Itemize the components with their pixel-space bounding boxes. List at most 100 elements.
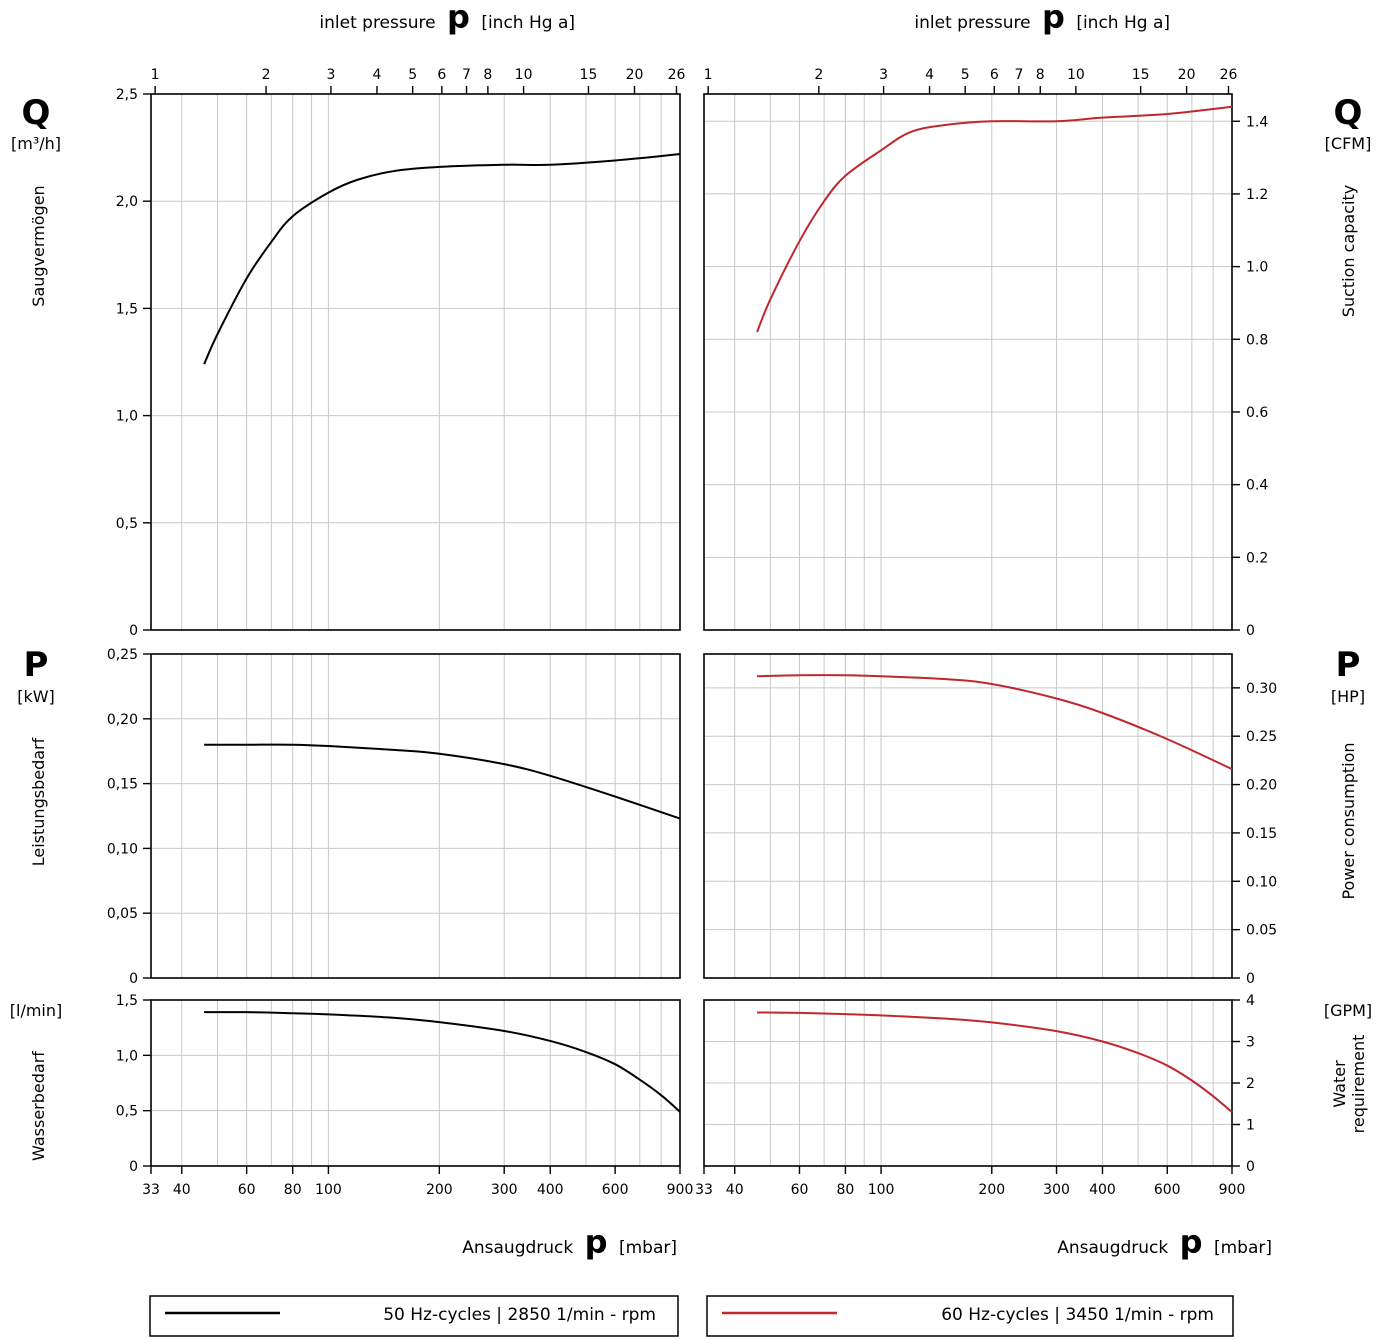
bottom-axis-unit: [mbar] [619,1238,677,1258]
left-w-unit: [l/min] [10,1001,63,1020]
top-tick-label: 6 [990,67,999,83]
y-tick-label: 3 [1246,1035,1255,1051]
bottom-axis-prefix: Ansaugdruck [462,1238,573,1258]
series-line-suction-60hz [756,105,1233,333]
top-tick-label: 8 [483,67,492,83]
y-tick-label: 2 [1246,1076,1255,1092]
y-tick-label: 1,5 [116,301,138,317]
left-p-name: Leistungsbedarf [29,737,48,866]
y-tick-label: 1,5 [116,993,138,1009]
y-tick-label: 0.15 [1246,826,1277,842]
bottom-tick-label: 100 [315,1182,342,1198]
top-axis-unit: [inch Hg a] [1076,13,1170,33]
y-tick-label: 0,25 [107,647,138,663]
series-line-suction-50hz [203,153,681,365]
top-tick-label: 10 [1067,67,1085,83]
y-tick-label: 2,0 [116,194,138,210]
right-w-unit: [GPM] [1324,1001,1372,1020]
panel-water-50hz: 0 0,5 1,0 1,5 33 40 60 80 100 200 300 400 600 900 [116,993,694,1198]
bottom-axis-prefix: Ansaugdruck [1057,1238,1168,1258]
top-tick-label: 2 [262,67,271,83]
bottom-tick-label: 33 [142,1182,160,1198]
legend-60hz: 60 Hz-cycles | 3450 1/min - rpm [706,1295,1234,1337]
series-line-water-60hz [757,1011,1233,1113]
y-tick-label: 0,5 [116,1104,138,1120]
bottom-tick-label: 200 [426,1182,453,1198]
top-axis-unit: [inch Hg a] [481,13,575,33]
bottom-axis-title-left: Ansaugdruck p [mbar] [462,1223,677,1261]
y-tick-label: 0.30 [1246,681,1277,697]
panel-water-60hz: 0 1 2 3 4 33 40 60 80 100 200 300 400 600 900 [695,993,1255,1198]
bottom-tick-label: 900 [667,1182,694,1198]
y-tick-label: 0 [1246,1159,1255,1175]
y-tick-label: 0.2 [1246,550,1268,566]
left-w-name: Wasserbedarf [29,1051,48,1161]
top-axis-prefix: inlet pressure [914,13,1030,33]
top-tick-label: 3 [879,67,888,83]
top-tick-label: 8 [1036,67,1045,83]
legend-50hz-label: 50 Hz-cycles | 2850 1/min - rpm [383,1305,656,1325]
top-axis-title-right: inlet pressure p [inch Hg a] [914,0,1170,36]
y-tick-label: 0.05 [1246,923,1277,939]
bottom-axis-symbol: p [585,1223,608,1261]
right-q-unit: [CFM] [1325,134,1372,153]
y-tick-label: 0 [1246,623,1255,639]
top-tick-label: 1 [151,67,160,83]
y-tick-label: 0.4 [1246,478,1268,494]
panel-suction-50hz: 0 0,5 1,0 1,5 2,0 2,5 1 2 3 4 5 6 7 8 10 15 20 26 [116,67,686,639]
bottom-axis-symbol: p [1180,1223,1203,1261]
y-tick-label: 1.2 [1246,187,1268,203]
top-tick-label: 4 [373,67,382,83]
legend-60hz-label: 60 Hz-cycles | 3450 1/min - rpm [941,1305,1214,1325]
y-tick-label: 1 [1246,1118,1255,1134]
top-tick-label: 26 [1220,67,1238,83]
y-tick-label: 1.4 [1246,114,1268,130]
bottom-tick-label: 600 [1154,1182,1181,1198]
chart-panels: 00,51,01,52,02,51 2 3 4 5 6 7 8 10 15 20 2600.20.40… [107,67,1277,1198]
y-tick-label: 0 [129,1159,138,1175]
bottom-tick-label: 80 [837,1182,855,1198]
top-tick-label: 3 [326,67,335,83]
top-tick-label: 7 [462,67,471,83]
y-tick-label: 1.0 [1246,260,1268,276]
series-line-power-60hz [757,674,1233,770]
series-line-power-50hz [204,743,681,820]
bottom-tick-label: 40 [726,1182,744,1198]
panel-power-60hz: 0 0.05 0.10 0.15 0.20 0.25 0.30 [703,653,1277,987]
y-tick-label: 0.10 [1246,874,1277,890]
bottom-tick-label: 60 [238,1182,256,1198]
right-w-name-line1: Water [1330,1060,1349,1108]
y-tick-label: 0,15 [107,777,138,793]
bottom-axis-unit: [mbar] [1214,1238,1272,1258]
right-p-unit: [HP] [1331,687,1365,706]
y-tick-label: 1,0 [116,1048,138,1064]
top-tick-label: 2 [814,67,823,83]
top-axis-title-left: inlet pressure p [inch Hg a] [319,0,575,36]
bottom-tick-label: 100 [868,1182,895,1198]
right-q-symbol: Q [1334,93,1363,133]
bottom-tick-label: 400 [1089,1182,1116,1198]
bottom-tick-label: 40 [173,1182,191,1198]
right-q-name: Suction capacity [1339,185,1358,317]
top-tick-label: 7 [1014,67,1023,83]
y-tick-label: 0.20 [1246,778,1277,794]
top-axis-symbol: p [1042,0,1065,36]
left-q-symbol: Q [22,93,51,133]
top-tick-label: 10 [515,67,533,83]
bottom-tick-label: 600 [602,1182,629,1198]
y-tick-label: 0,10 [107,841,138,857]
left-q-unit: [m³/h] [11,134,61,153]
panel-frame [150,653,681,979]
left-q-name: Saugvermögen [29,185,48,306]
y-tick-label: 0 [129,623,138,639]
y-tick-label: 0,5 [116,516,138,532]
bottom-axis-title-right: Ansaugdruck p [mbar] [1057,1223,1272,1261]
top-tick-label: 20 [1178,67,1196,83]
panel-frame [150,999,681,1167]
top-tick-label: 1 [704,67,713,83]
panel-frame [703,653,1233,979]
top-tick-label: 26 [668,67,686,83]
left-p-unit: [kW] [17,687,55,706]
bottom-tick-label: 900 [1219,1182,1246,1198]
